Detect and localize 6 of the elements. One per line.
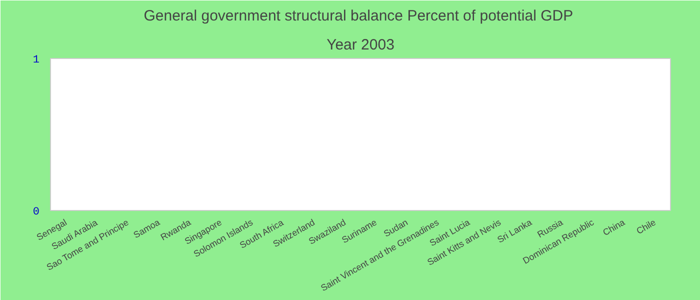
y-tick-label: 1	[32, 54, 40, 66]
x-tick-label: China	[601, 217, 626, 238]
chart-subtitle: Year 2003	[326, 36, 394, 54]
y-tick-label: 0	[32, 206, 40, 218]
x-tick-label: Chile	[634, 217, 658, 236]
chart-title: General government structural balance Percent of potential GDP	[144, 8, 574, 24]
